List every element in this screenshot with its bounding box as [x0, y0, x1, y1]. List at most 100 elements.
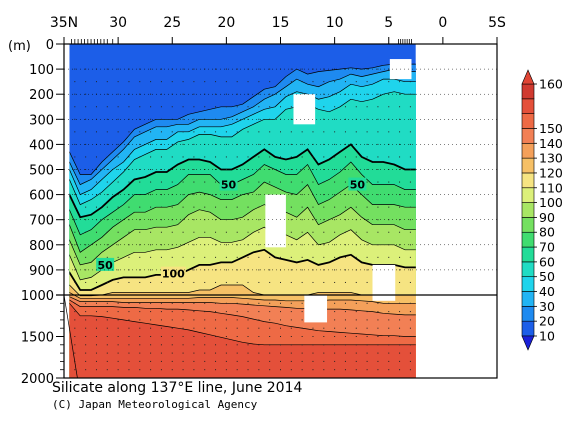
sample-dot [106, 336, 108, 337]
colorbar-band-2 [521, 306, 535, 322]
sample-dot [85, 311, 87, 313]
sample-dot [290, 319, 292, 321]
sample-dot [225, 68, 227, 70]
sample-dot [344, 336, 346, 337]
sample-dot [409, 194, 411, 196]
sample-dot [366, 93, 368, 95]
sample-dot [247, 360, 249, 362]
sample-dot [204, 81, 206, 83]
chart-credit: (C) Japan Meteorological Agency [52, 398, 258, 411]
sample-dot [193, 68, 195, 70]
colorbar-tick-label-3: 30 [539, 299, 555, 314]
sample-dot [171, 336, 173, 337]
sample-dot [215, 344, 217, 346]
sample-dot [409, 360, 411, 362]
sample-dot [74, 319, 76, 321]
sample-dot [290, 156, 292, 158]
sample-dot [355, 336, 357, 337]
sample-dot [215, 244, 217, 246]
contour-line-120 [69, 292, 416, 304]
sample-dot [334, 118, 336, 120]
sample-dot [225, 131, 227, 133]
sample-dot [269, 352, 271, 354]
sample-dot [236, 169, 238, 170]
sample-dot [182, 118, 184, 120]
sample-dot [150, 352, 152, 354]
colorbar-tick-label-5: 50 [539, 269, 555, 284]
sample-dot [85, 81, 87, 83]
sample-dot [95, 369, 97, 371]
sample-dot [95, 281, 97, 283]
sample-dot [106, 244, 108, 246]
contour-label-bg-2 [348, 177, 367, 191]
y-tick-label-13: 2000 [21, 372, 54, 387]
sample-dot [280, 302, 281, 304]
sample-dot [236, 360, 238, 362]
sample-dot [366, 256, 368, 258]
sample-dot [128, 327, 130, 329]
sample-dot [204, 352, 206, 354]
sample-dot [150, 194, 152, 196]
sample-dot [323, 206, 325, 208]
sample-dot [85, 206, 87, 208]
sample-dot [269, 131, 271, 133]
sample-dot [258, 106, 260, 108]
sample-dot [334, 256, 336, 258]
sample-dot [301, 169, 303, 170]
sample-dot [312, 256, 314, 258]
sample-dot [409, 106, 411, 108]
sample-dot [377, 156, 379, 158]
sample-dot [215, 81, 217, 83]
sample-dot [128, 106, 130, 108]
sample-dot [128, 206, 130, 208]
sample-dot [323, 143, 325, 145]
sample-dot [280, 369, 281, 371]
sample-dot [312, 181, 314, 183]
sample-dot [204, 360, 206, 362]
sample-dot [236, 319, 238, 321]
sample-dot [128, 81, 130, 83]
sample-dot [290, 281, 292, 283]
sample-dot [117, 327, 119, 329]
sample-dot [193, 319, 195, 321]
sample-dot [344, 231, 346, 233]
sample-dot [117, 68, 119, 70]
sample-dot [106, 106, 108, 108]
sample-dot [128, 336, 130, 337]
colorbar-band-5 [521, 261, 535, 278]
sample-dot [269, 81, 271, 83]
sample-dot [388, 336, 390, 337]
sample-dot [355, 327, 357, 329]
contour-line-80 [69, 204, 416, 266]
contour-line-20 [69, 68, 416, 186]
sample-dot [193, 194, 195, 196]
sample-dot [139, 194, 141, 196]
sample-dot [366, 369, 368, 371]
sample-dot [290, 360, 292, 362]
sample-dot [193, 360, 195, 362]
sample-dot [280, 344, 281, 346]
colorbar-band-3 [521, 291, 535, 307]
sample-dot [139, 93, 141, 95]
sample-dot [377, 327, 379, 329]
sample-dot [225, 344, 227, 346]
y-tick-label-10: 900 [29, 264, 54, 279]
sample-dot [377, 93, 379, 95]
sample-dot [215, 206, 217, 208]
sample-dot [258, 169, 260, 170]
sample-dot [225, 327, 227, 329]
x-tick-label-7: 5 [384, 15, 393, 31]
x-tick-label-4: 20 [217, 15, 235, 31]
sample-dot [290, 369, 292, 371]
sample-dot [377, 118, 379, 120]
sample-dot [139, 319, 141, 321]
sample-dot [139, 169, 141, 170]
sample-dot [366, 206, 368, 208]
sample-dot [236, 194, 238, 196]
sample-dot [128, 352, 130, 354]
sample-dot [301, 68, 303, 70]
sample-dot [355, 352, 357, 354]
sample-dot [225, 336, 227, 337]
sample-dot [204, 256, 206, 258]
sample-dot [225, 194, 227, 196]
